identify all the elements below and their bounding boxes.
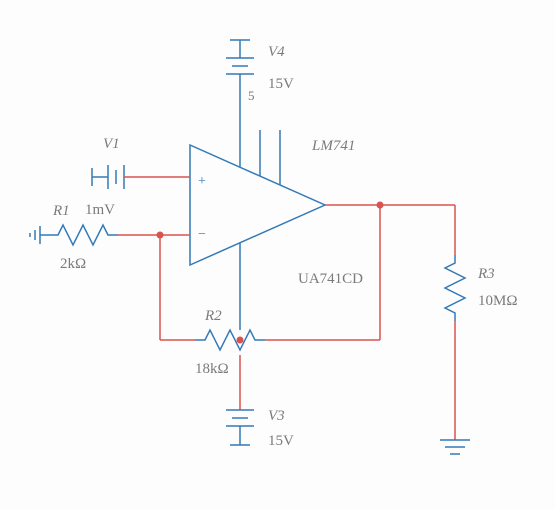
- r1-name: R1: [52, 203, 70, 219]
- node-output: [377, 202, 384, 209]
- r3-value: 10MΩ: [478, 293, 518, 309]
- svg-text:−: −: [198, 227, 206, 242]
- v4-value: 15V: [268, 76, 294, 92]
- svg-text:+: +: [198, 174, 206, 189]
- circuit-diagram: + − LM741 UA741CD V4 15V 5 V3 15V: [0, 0, 555, 509]
- resistor-r3: [440, 205, 470, 454]
- opamp-name: LM741: [311, 138, 355, 154]
- opamp: + −: [190, 100, 325, 330]
- r2-name: R2: [204, 308, 222, 324]
- v1-value: 1mV: [85, 202, 115, 218]
- r1-value: 2kΩ: [60, 256, 86, 272]
- battery-v1: [92, 165, 190, 189]
- v4-pin: 5: [248, 88, 255, 103]
- opamp-model: UA741CD: [298, 271, 363, 287]
- v4-name: V4: [268, 44, 285, 60]
- node-r2-v3: [237, 337, 244, 344]
- v3-name: V3: [268, 408, 285, 424]
- r3-name: R3: [477, 266, 495, 282]
- resistor-r2: [195, 330, 265, 350]
- battery-v3: [226, 355, 254, 445]
- v1-name: V1: [103, 136, 120, 152]
- r2-value: 18kΩ: [195, 361, 229, 377]
- resistor-r1: [30, 225, 118, 245]
- v3-value: 15V: [268, 433, 294, 449]
